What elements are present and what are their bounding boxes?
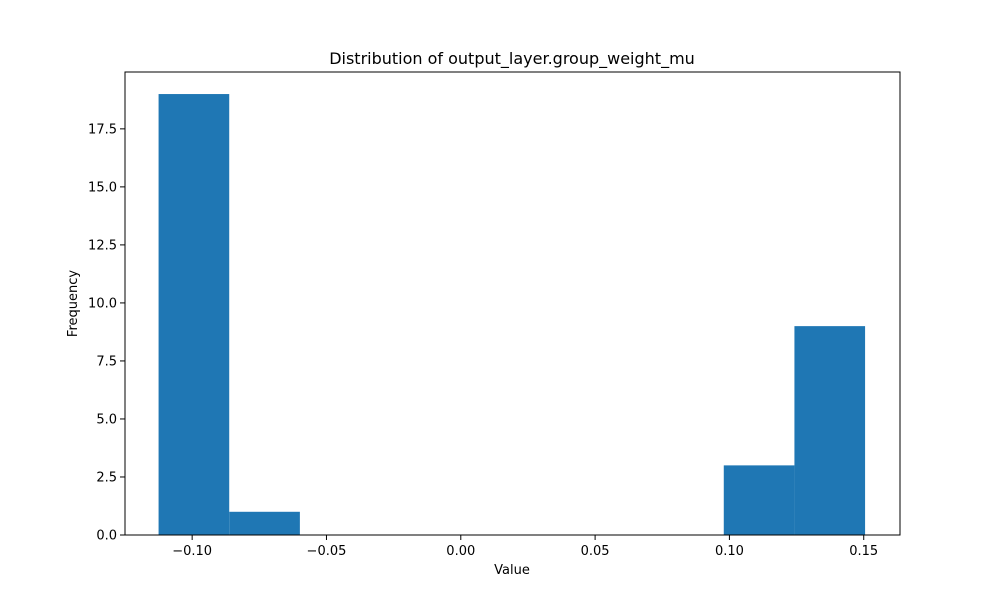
plot-frame bbox=[124, 71, 901, 536]
histogram-bar-1 bbox=[229, 511, 300, 535]
histogram-bar-9 bbox=[794, 326, 866, 535]
x-axis-label: Value bbox=[494, 563, 530, 578]
x-tick-label: −0.10 bbox=[172, 544, 212, 559]
x-tick-label: 0.00 bbox=[446, 544, 475, 559]
x-axis: −0.10 −0.05 0.00 0.05 0.10 0.15 bbox=[172, 535, 878, 559]
x-tick-label: 0.05 bbox=[581, 544, 610, 559]
y-tick-label: 2.5 bbox=[96, 470, 117, 485]
y-tick-label: 0.0 bbox=[96, 529, 117, 544]
y-tick-label: 12.5 bbox=[88, 238, 117, 253]
y-tick-label: 10.0 bbox=[88, 296, 117, 311]
bars-group bbox=[158, 94, 866, 536]
histogram-bar-0 bbox=[158, 94, 230, 536]
chart-title: Distribution of output_layer.group_weigh… bbox=[329, 49, 695, 69]
y-tick-label: 7.5 bbox=[96, 354, 117, 369]
y-axis: 0.0 2.5 5.0 7.5 10.0 12.5 15.0 17.5 bbox=[88, 122, 125, 544]
y-tick-label: 15.0 bbox=[88, 180, 117, 195]
y-tick-label: 17.5 bbox=[88, 122, 117, 137]
y-axis-label: Frequency bbox=[66, 270, 81, 337]
histogram-bar-8 bbox=[723, 465, 795, 535]
x-tick-label: −0.05 bbox=[307, 544, 347, 559]
y-tick-label: 5.0 bbox=[96, 412, 117, 427]
x-tick-label: 0.15 bbox=[849, 544, 878, 559]
x-tick-label: 0.10 bbox=[715, 544, 744, 559]
